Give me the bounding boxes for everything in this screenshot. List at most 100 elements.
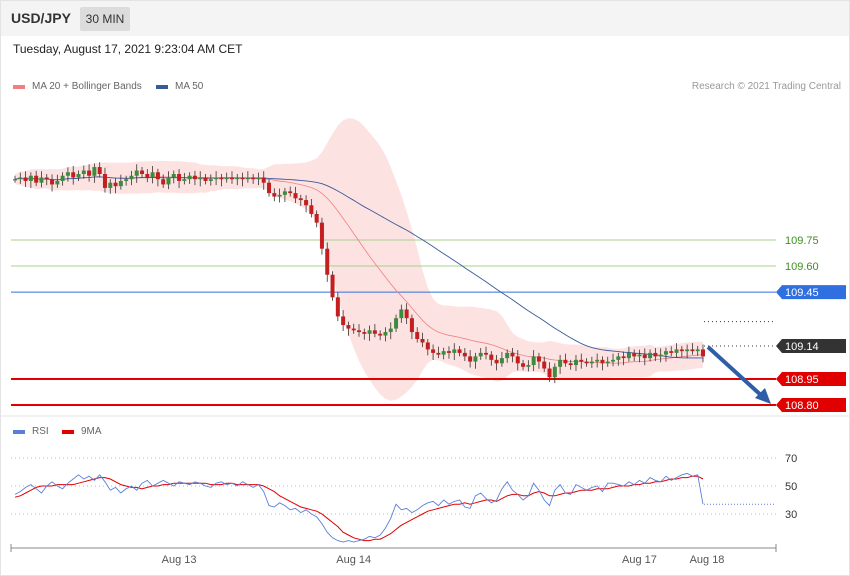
candle-body [547, 368, 552, 378]
timeframe-button[interactable]: 30 MIN [80, 7, 130, 31]
candle-body [404, 309, 409, 319]
candle-body [129, 175, 134, 180]
candle-body [510, 352, 515, 357]
candle-body [261, 177, 266, 183]
candle-body [219, 177, 224, 180]
legend-rsi-label: RSI [32, 426, 49, 437]
candle-body [108, 182, 113, 188]
candle-body [267, 182, 272, 194]
candle-body [611, 359, 616, 362]
candle-body [192, 175, 197, 180]
candle-body [309, 205, 314, 214]
candle-body [415, 332, 420, 339]
candle-body [229, 177, 234, 180]
candle-body [293, 193, 298, 199]
candle-body [13, 179, 17, 181]
legend-ma50-swatch [156, 84, 168, 89]
candle-body [642, 354, 647, 359]
candle-body [214, 177, 219, 180]
candle-body [97, 167, 102, 174]
header-bar [1, 1, 849, 36]
candle-body [452, 349, 457, 353]
level-label-108.95: 108.95 [785, 374, 819, 386]
candle-body [674, 349, 679, 353]
candle-body [256, 177, 261, 180]
candle-body [60, 175, 65, 181]
candle-body [341, 316, 346, 326]
candle-body [394, 318, 399, 329]
candle-body [357, 330, 361, 333]
candle-body [145, 174, 150, 178]
candle-body [436, 352, 441, 355]
candle-body [494, 359, 499, 364]
legend-rsi-swatch [13, 429, 25, 434]
candle-body [330, 274, 335, 298]
candle-body [542, 361, 547, 369]
candle-body [34, 175, 39, 183]
candle-body [441, 351, 446, 355]
candle-body [626, 352, 631, 359]
candle-body [669, 351, 674, 353]
candle-body [18, 177, 23, 180]
legend-9ma-label: 9MA [81, 426, 102, 437]
candle-body [536, 356, 541, 362]
candle-body [113, 182, 118, 187]
candle-body [563, 359, 568, 364]
candle-body [595, 359, 600, 362]
candle-body [526, 365, 531, 367]
level-label-109.75: 109.75 [785, 235, 819, 247]
candle-body [224, 177, 229, 180]
level-label-109.45: 109.45 [785, 287, 819, 299]
legend-9ma-swatch [62, 429, 74, 434]
candle-body [245, 177, 250, 180]
candle-body [39, 177, 44, 183]
candle-body [44, 177, 49, 180]
forecast-arrow-shaft [706, 345, 765, 399]
candle-body [679, 349, 684, 352]
candle-body [161, 179, 166, 185]
level-tag-108.95 [776, 371, 846, 386]
candle-body [81, 170, 86, 174]
candle-body [573, 359, 578, 366]
level-tag-108.80 [776, 398, 846, 412]
candle-body [203, 177, 208, 181]
candle-body [484, 352, 489, 355]
candle-body [473, 356, 478, 362]
legend-rsi: RSI [13, 426, 49, 437]
rsi-level-label-30: 30 [785, 509, 797, 521]
candle-body [515, 356, 520, 364]
timestamp: Tuesday, August 17, 2021 9:23:04 AM CET [13, 42, 243, 56]
candle-body [383, 332, 388, 336]
candle-body [446, 351, 451, 353]
candle-body [55, 180, 60, 185]
candle-body [87, 170, 92, 176]
x-tick-label: Aug 18 [690, 554, 725, 566]
candle-body [632, 352, 637, 357]
x-tick-label: Aug 13 [162, 554, 197, 566]
candle-body [28, 175, 33, 181]
candle-body [378, 333, 383, 336]
candle-body [568, 363, 573, 366]
forecast-arrow-head [755, 388, 771, 404]
candle-body [187, 175, 192, 180]
candle-body [558, 359, 563, 367]
candle-body [171, 174, 176, 178]
candle-body [346, 325, 351, 329]
candle-body [388, 328, 393, 333]
level-tag-109.45 [776, 285, 846, 300]
candle-body [489, 354, 494, 360]
legend-ma50: MA 50 [156, 81, 203, 92]
candle-body [198, 177, 203, 180]
symbol-label: USD/JPY [11, 10, 71, 26]
candle-body [319, 222, 324, 249]
candle-body [282, 191, 287, 195]
candle-body [521, 363, 526, 367]
candle-body [552, 366, 557, 378]
candle-body [272, 193, 277, 197]
candle-body [23, 177, 28, 181]
candle-body [251, 177, 256, 180]
candle-body [605, 361, 610, 364]
candle-body [118, 180, 123, 187]
candle-body [134, 170, 139, 176]
